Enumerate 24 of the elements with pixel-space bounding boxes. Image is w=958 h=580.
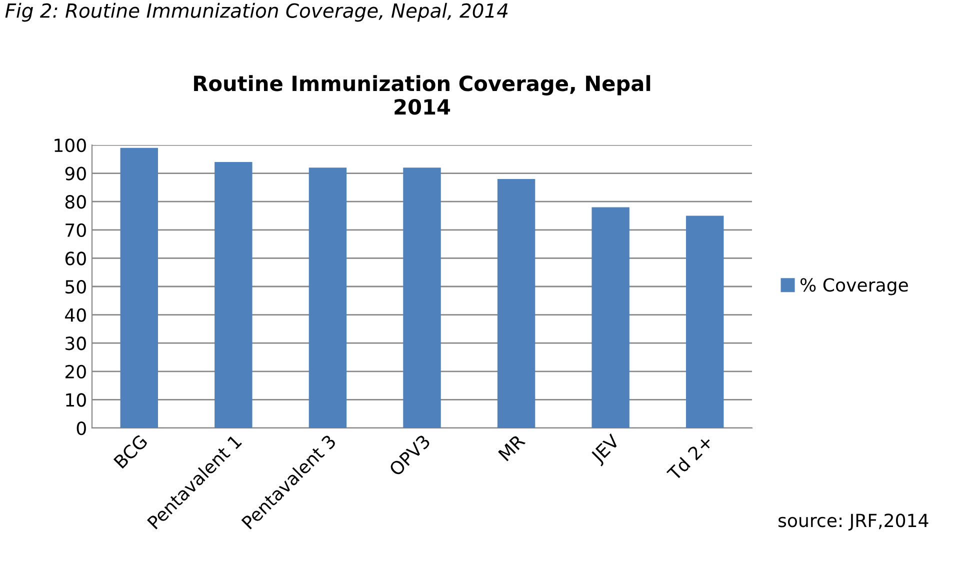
x-tick-label: Td 2+ [666, 434, 714, 482]
bar [592, 207, 630, 428]
source-note: source: JRF,2014 [778, 514, 928, 531]
y-tick-label: 80 [65, 195, 86, 209]
y-tick-label: 10 [66, 393, 86, 407]
chart-title: Routine Immunization Coverage, Nepal 2014 [194, 75, 650, 115]
bar [308, 168, 347, 428]
y-tick-label: 40 [65, 308, 86, 322]
bar [120, 148, 158, 428]
y-tick-label: 0 [76, 421, 86, 436]
caption: Fig 2: Routine Immunization Coverage, Nepal, 2014 [5, 2, 508, 22]
y-tick-label: 20 [65, 364, 86, 379]
y-tick-label: 50 [66, 280, 86, 294]
legend-label: % Coverage [800, 278, 908, 296]
bar [497, 178, 536, 428]
y-tick-label: 90 [65, 166, 86, 180]
y-tick-label: 100 [54, 138, 86, 152]
y-tick-label: 60 [65, 252, 86, 266]
x-tick-label: MR [498, 434, 526, 462]
bar [686, 216, 724, 428]
bar [214, 162, 252, 428]
y-tick-label: 70 [66, 223, 86, 238]
y-tick-label: 30 [66, 336, 86, 350]
bar [403, 168, 441, 428]
